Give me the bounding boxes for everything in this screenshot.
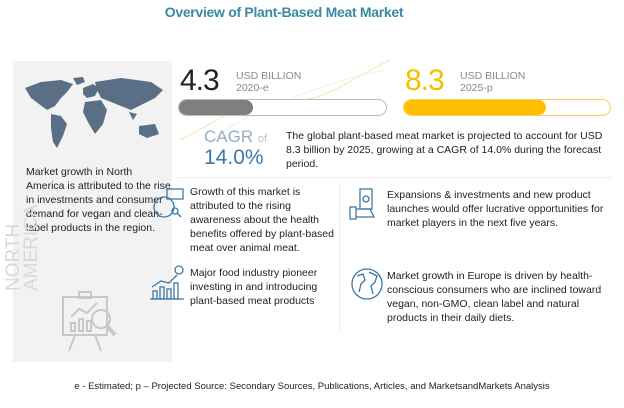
bar-2020 bbox=[178, 99, 387, 116]
year-label: 2020-e bbox=[236, 82, 269, 94]
feature-industry-pioneer: Major food industry pioneer investing in… bbox=[190, 267, 318, 307]
metric-2020-value: 4.3 bbox=[180, 64, 220, 97]
cagr-value: 14.0% bbox=[204, 146, 264, 169]
metric-2025-unit: USD BILLION 2025-p bbox=[460, 70, 525, 94]
left-panel: Market growth in North America is attrib… bbox=[3, 61, 172, 362]
cagr-label: CAGR of bbox=[204, 128, 267, 148]
metric-2025-value: 8.3 bbox=[405, 64, 445, 97]
divider-vertical bbox=[339, 183, 340, 333]
cagr-of: of bbox=[257, 133, 268, 145]
feature-expansions: Expansions & investments and new product… bbox=[387, 189, 604, 229]
bar-fill-2020 bbox=[179, 100, 254, 115]
cagr-text: CAGR bbox=[204, 127, 254, 146]
analytics-icon bbox=[153, 188, 184, 218]
page-title: Overview of Plant-Based Meat Market bbox=[164, 4, 404, 20]
analytics-board-icon bbox=[62, 291, 117, 352]
divider bbox=[178, 177, 612, 178]
region-label: NORTH AMERICA bbox=[3, 204, 42, 291]
bar-fill-2025 bbox=[404, 100, 547, 115]
footer-source: e - Estimated; p – Projected Source: Sec… bbox=[74, 381, 550, 392]
globe-icon bbox=[351, 268, 383, 300]
bar-2025 bbox=[403, 99, 611, 116]
market-description: The global plant-based meat market is pr… bbox=[286, 130, 603, 170]
unit-label: USD BILLION bbox=[460, 70, 526, 82]
metric-2020-unit: USD BILLION 2020-e bbox=[236, 70, 301, 94]
north-america-text: Market growth in North America is attrib… bbox=[26, 166, 171, 234]
money-hand-icon bbox=[349, 188, 376, 220]
unit-label: USD BILLION bbox=[236, 70, 302, 82]
feature-europe-growth: Market growth in Europe is driven by hea… bbox=[387, 270, 602, 324]
year-label: 2025-p bbox=[460, 82, 493, 94]
feature-health-awareness: Growth of this market is attributed to t… bbox=[190, 186, 334, 254]
world-map-icon bbox=[25, 77, 163, 148]
growth-chart-icon bbox=[150, 265, 184, 300]
